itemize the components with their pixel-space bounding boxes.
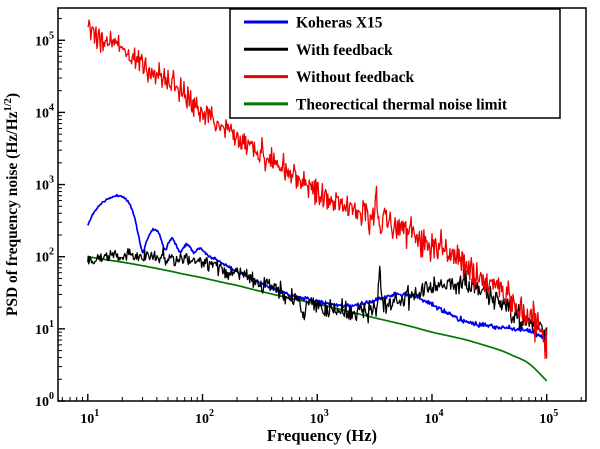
series-layer (87, 19, 548, 382)
y-tick-label: 105 (35, 30, 54, 49)
legend-box (229, 8, 561, 119)
y-axis: 100 101 102 103 104 105 (35, 18, 65, 410)
legend-label: With feedback (296, 42, 393, 59)
y-tick-label: 102 (35, 247, 54, 266)
legend-label: Koheras X15 (296, 15, 383, 32)
y-tick-label: 101 (35, 319, 54, 338)
y-tick-label: 100 (35, 391, 54, 410)
y-axis-label: PSD of frequency noise (Hz/Hz1/2) (3, 93, 21, 316)
legend-entry-with-feedback: With feedback (244, 42, 393, 59)
legend-entry-without-feedback: Without feedback (244, 69, 415, 86)
y-tick-label: 104 (35, 102, 54, 121)
x-tick-label: 102 (195, 408, 214, 427)
legend-label: Without feedback (296, 69, 415, 86)
series-with-feedback (87, 246, 548, 343)
legend: Koheras X15 With feedback Without feedback… (229, 8, 561, 119)
plot-border (57, 7, 587, 402)
series-without-feedback (87, 19, 548, 360)
legend-entry-koheras-x15: Koheras X15 (244, 15, 383, 32)
x-axis-label: Frequency (Hz) (267, 426, 377, 445)
x-tick-label: 105 (539, 408, 558, 427)
y-tick-label: 103 (35, 175, 54, 194)
x-tick-label: 103 (310, 408, 329, 427)
x-axis: 101 102 103 104 105 (61, 394, 582, 427)
legend-label: Theorectical thermal noise limit (296, 96, 508, 113)
legend-entry-theorectical-thermal-noise-limit: Theorectical thermal noise limit (244, 96, 508, 113)
x-tick-label: 104 (424, 408, 443, 427)
x-tick-label: 101 (80, 408, 99, 427)
